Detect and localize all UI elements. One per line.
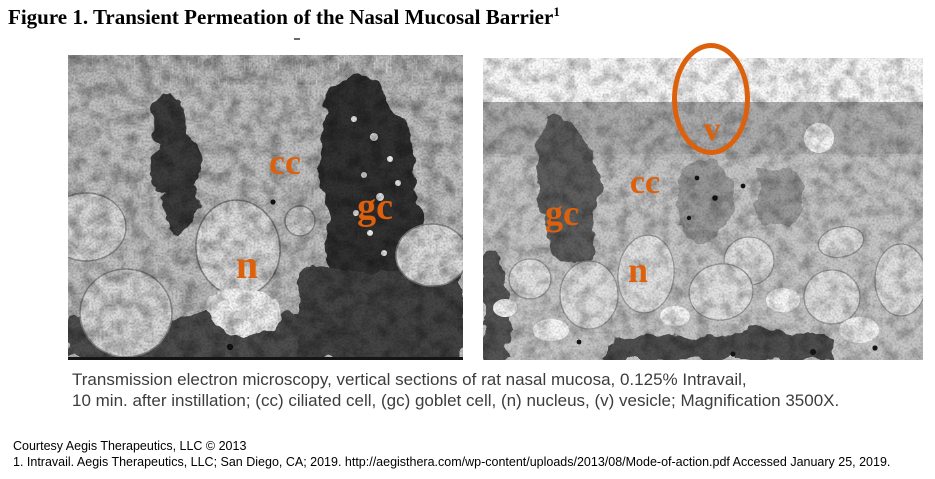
caption-line-2: 10 min. after instillation; (cc) ciliate… [72, 391, 840, 410]
label-nucleus-right: n [627, 250, 649, 290]
left-em-image [68, 55, 463, 360]
vesicle-circle-annotation [672, 43, 750, 155]
caption-line-1: Transmission electron microscopy, vertic… [72, 370, 747, 389]
reference-citation: 1. Intravail. Aegis Therapeutics, LLC; S… [13, 455, 891, 469]
figure-title: Figure 1. Transient Permeation of the Na… [8, 5, 560, 30]
label-ciliated-cell-left: cc [269, 142, 301, 182]
right-micrograph-panel: v cc gc n [483, 43, 923, 360]
label-nucleus-left: n [235, 242, 259, 287]
figure-title-superscript: 1 [553, 4, 560, 19]
label-goblet-cell-left: gc [357, 186, 393, 228]
courtesy-line: Courtesy Aegis Therapeutics, LLC © 2013 [13, 439, 247, 453]
label-goblet-cell-right: gc [545, 193, 579, 233]
label-ciliated-cell-right: cc [629, 164, 661, 201]
figure-caption: Transmission electron microscopy, vertic… [72, 369, 922, 411]
left-micrograph-panel: cc gc n [68, 55, 463, 360]
stray-dash-mark [294, 38, 300, 40]
figure-title-text: Figure 1. Transient Permeation of the Na… [8, 5, 554, 29]
label-vesicle-right: v [703, 111, 721, 148]
